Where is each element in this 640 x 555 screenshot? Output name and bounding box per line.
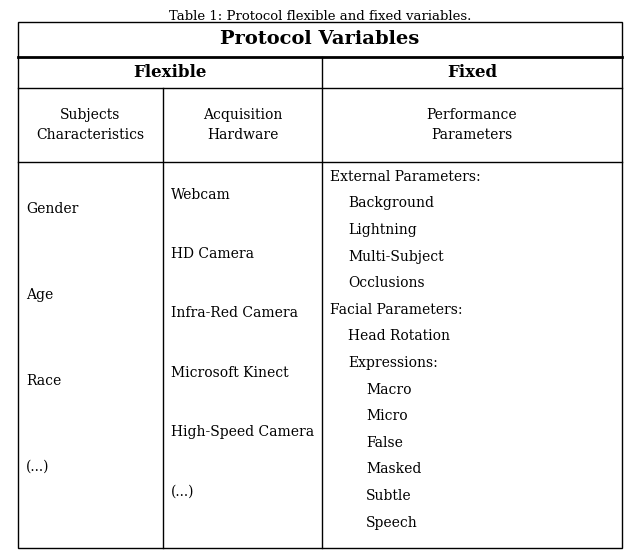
Text: Lightning: Lightning <box>348 223 417 237</box>
Text: Flexible: Flexible <box>133 64 207 81</box>
Text: Multi-Subject: Multi-Subject <box>348 250 444 264</box>
Text: Macro: Macro <box>366 382 412 397</box>
Text: Head Rotation: Head Rotation <box>348 329 450 344</box>
Text: Subtle: Subtle <box>366 489 412 503</box>
Text: Table 1: Protocol flexible and fixed variables.: Table 1: Protocol flexible and fixed var… <box>169 10 471 23</box>
Text: Occlusions: Occlusions <box>348 276 424 290</box>
Text: Acquisition
Hardware: Acquisition Hardware <box>203 108 282 142</box>
Text: HD Camera: HD Camera <box>171 247 254 261</box>
Text: Expressions:: Expressions: <box>348 356 438 370</box>
Text: Fixed: Fixed <box>447 64 497 81</box>
Text: High-Speed Camera: High-Speed Camera <box>171 425 314 439</box>
Text: External Parameters:: External Parameters: <box>330 170 481 184</box>
Text: Race: Race <box>26 374 61 388</box>
Text: (...): (...) <box>171 485 195 498</box>
Text: Performance
Parameters: Performance Parameters <box>427 108 517 142</box>
Text: Speech: Speech <box>366 516 418 529</box>
Text: Webcam: Webcam <box>171 188 231 201</box>
Text: Facial Parameters:: Facial Parameters: <box>330 302 463 317</box>
Text: Subjects
Characteristics: Subjects Characteristics <box>36 108 145 142</box>
Text: Gender: Gender <box>26 202 78 216</box>
Text: (...): (...) <box>26 460 49 473</box>
Text: Masked: Masked <box>366 462 421 477</box>
Text: Background: Background <box>348 196 434 210</box>
Text: Infra-Red Camera: Infra-Red Camera <box>171 306 298 320</box>
Text: False: False <box>366 436 403 450</box>
Text: Protocol Variables: Protocol Variables <box>220 31 420 48</box>
Text: Microsoft Kinect: Microsoft Kinect <box>171 366 289 380</box>
Text: Age: Age <box>26 288 53 302</box>
Text: Micro: Micro <box>366 409 408 423</box>
